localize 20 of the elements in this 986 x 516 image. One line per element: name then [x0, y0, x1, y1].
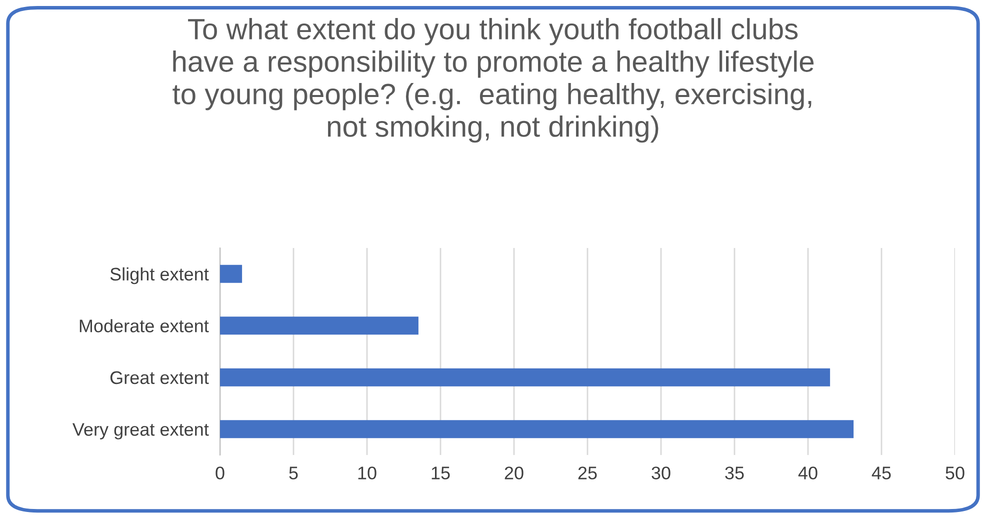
- x-tick-label: 15: [432, 466, 450, 480]
- x-tick-label: 20: [504, 466, 524, 480]
- bar: [220, 264, 242, 283]
- x-tick-label: 25: [578, 466, 597, 480]
- y-tick-label: Great extent: [110, 371, 209, 384]
- x-tick-label: 45: [872, 466, 891, 480]
- bar: [220, 420, 854, 438]
- y-tick-label: Very great extent: [72, 423, 209, 440]
- x-tick-label: 5: [289, 466, 298, 480]
- chart-title: To what extent do you think youth football clubs have a responsibility to promote a healthy lifestyle to young people? (e.g. eating healthy, exercising, not smoking, not drinking): [172, 18, 814, 143]
- x-tick-label: 0: [216, 466, 224, 480]
- bar: [220, 368, 830, 386]
- y-tick-label: Moderate extent: [80, 319, 209, 332]
- x-tick-label: 10: [358, 466, 376, 480]
- x-tick-label: 35: [725, 466, 744, 480]
- x-tick-label: 50: [946, 466, 964, 480]
- x-tick-label: 30: [652, 466, 670, 480]
- x-tick-label: 40: [798, 466, 818, 480]
- y-tick-label: Slight extent: [110, 267, 209, 284]
- bar: [220, 316, 418, 335]
